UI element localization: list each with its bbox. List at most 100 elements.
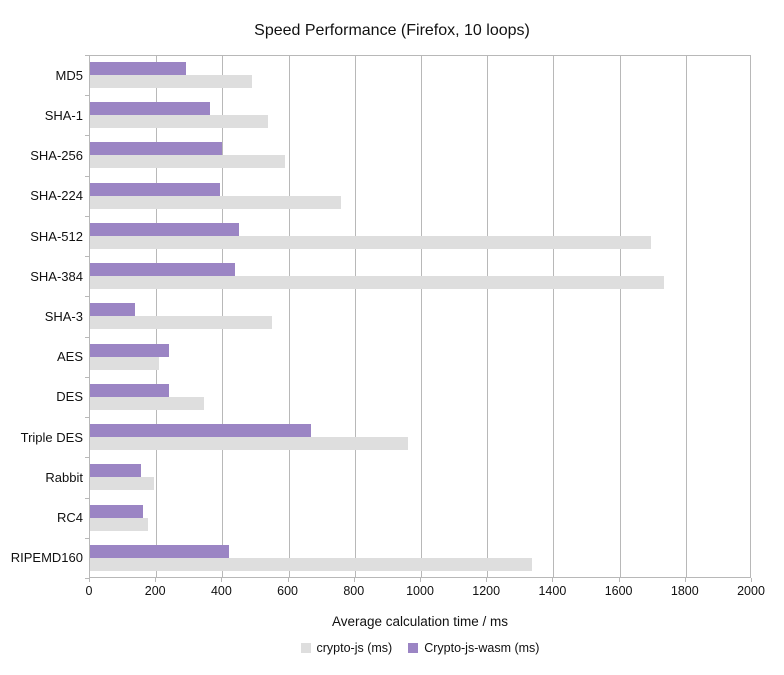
legend-label: Crypto-js-wasm (ms) [424, 641, 540, 655]
bar-DES-crypto-js (ms) [90, 396, 204, 410]
legend: crypto-js (ms) Crypto-js-wasm (ms) [89, 641, 751, 655]
bar-group-RC4 [90, 499, 750, 539]
x-axis-tick-1400 [552, 578, 554, 582]
y-axis-tick [85, 175, 89, 177]
x-axis-tick-0 [89, 578, 90, 582]
y-axis-tick [85, 336, 89, 338]
x-axis-tick-2000 [751, 578, 752, 582]
x-tick-label-800: 800 [343, 584, 365, 598]
legend-label: crypto-js (ms) [316, 641, 393, 655]
bar-AES-crypto-js (ms) [90, 356, 160, 370]
category-label-MD5: MD5 [55, 67, 83, 83]
bar-SHA-224-crypto-js (ms) [90, 195, 341, 209]
gridline-1200 [487, 56, 489, 577]
bar-SHA-256-Crypto-js-wasm (ms) [90, 142, 222, 156]
bar-Rabbit-Crypto-js-wasm (ms) [90, 464, 142, 478]
bar-MD5-crypto-js (ms) [90, 75, 252, 88]
category-label-DES: DES [56, 389, 83, 405]
bar-SHA-512-crypto-js (ms) [90, 235, 651, 249]
bar-SHA-1-Crypto-js-wasm (ms) [90, 102, 211, 116]
y-axis-tick [85, 537, 89, 539]
bar-group-SHA-384 [90, 257, 750, 297]
bar-group-SHA-1 [90, 96, 750, 136]
y-axis-tick [85, 376, 89, 378]
legend-item-crypto-js (ms): crypto-js (ms) [300, 641, 393, 655]
category-label-AES: AES [56, 349, 83, 365]
bar-RC4-crypto-js (ms) [90, 517, 148, 531]
x-axis-tick-400 [221, 578, 223, 582]
bar-RC4-Crypto-js-wasm (ms) [90, 504, 143, 518]
x-tick-label-1400: 1400 [538, 584, 567, 598]
legend-item-Crypto-js-wasm (ms): Crypto-js-wasm (ms) [408, 641, 539, 655]
gridline-1600 [619, 56, 621, 577]
x-axis-tick-1600 [618, 578, 620, 582]
x-tick-label-1200: 1200 [472, 584, 501, 598]
y-axis-tick [85, 55, 89, 56]
bar-group-Triple DES [90, 418, 750, 458]
bar-group-SHA-3 [90, 297, 750, 337]
x-tick-label-2000: 2000 [737, 584, 765, 598]
x-axis-tick-200 [155, 578, 157, 582]
x-tick-label-1800: 1800 [670, 584, 699, 598]
gridline-1400 [553, 56, 555, 577]
y-axis-tick [85, 256, 89, 258]
bar-SHA-3-Crypto-js-wasm (ms) [90, 303, 135, 317]
bar-group-RIPEMD160 [90, 539, 750, 579]
bar-SHA-384-crypto-js (ms) [90, 276, 665, 290]
bar-SHA-256-crypto-js (ms) [90, 155, 285, 169]
y-axis-tick [85, 578, 89, 579]
bar-SHA-512-Crypto-js-wasm (ms) [90, 222, 239, 236]
gridline-1800 [685, 56, 687, 577]
bar-SHA-224-Crypto-js-wasm (ms) [90, 182, 221, 196]
bar-group-AES [90, 338, 750, 378]
bar-group-SHA-256 [90, 136, 750, 176]
x-tick-label-1600: 1600 [604, 584, 633, 598]
x-axis-title: Average calculation time / ms [331, 614, 509, 629]
x-axis-tick-800 [353, 578, 355, 582]
category-label-SHA-384: SHA-384 [30, 268, 83, 284]
bar-SHA-3-crypto-js (ms) [90, 316, 272, 330]
y-axis-tick [85, 95, 89, 97]
chart-title: Speed Performance (Firefox, 10 loops) [254, 22, 530, 39]
bar-Triple DES-crypto-js (ms) [90, 437, 409, 451]
category-label-Rabbit: Rabbit [45, 469, 83, 485]
x-tick-label-200: 200 [144, 584, 166, 598]
legend-swatch-icon [408, 643, 419, 653]
bar-Rabbit-crypto-js (ms) [90, 477, 155, 491]
bar-group-SHA-512 [90, 217, 750, 257]
category-label-SHA-1: SHA-1 [44, 107, 83, 123]
bar-RIPEMD160-Crypto-js-wasm (ms) [90, 544, 229, 558]
x-axis-tick-600 [287, 578, 289, 582]
category-label-RC4: RC4 [56, 510, 83, 526]
category-label-RIPEMD160: RIPEMD160 [10, 550, 83, 566]
legend-swatch-icon [300, 643, 311, 653]
x-tick-label-0: 0 [85, 584, 93, 598]
bar-RIPEMD160-crypto-js (ms) [90, 557, 533, 571]
gridline-600 [288, 56, 290, 577]
category-label-SHA-256: SHA-256 [30, 148, 83, 164]
y-axis-tick [85, 457, 89, 459]
x-axis-tick-1000 [420, 578, 421, 582]
category-label-Triple DES: Triple DES [20, 429, 83, 445]
bar-group-MD5 [90, 56, 750, 96]
y-axis-tick [85, 135, 89, 137]
x-axis-tick-1800 [684, 578, 686, 582]
y-axis-tick [85, 417, 89, 419]
x-tick-label-600: 600 [277, 584, 299, 598]
category-label-SHA-3: SHA-3 [44, 309, 83, 324]
plot-area [89, 55, 751, 578]
x-tick-label-400: 400 [210, 584, 232, 598]
x-axis-tick-1200 [486, 578, 488, 582]
category-label-SHA-512: SHA-512 [30, 228, 83, 244]
bar-DES-Crypto-js-wasm (ms) [90, 383, 170, 397]
x-tick-label-1000: 1000 [406, 584, 434, 598]
y-axis-tick [85, 497, 89, 499]
bar-SHA-384-Crypto-js-wasm (ms) [90, 263, 236, 277]
bar-group-SHA-224 [90, 177, 750, 217]
bar-group-Rabbit [90, 458, 750, 498]
y-axis-tick [85, 215, 89, 217]
bar-Triple DES-Crypto-js-wasm (ms) [90, 424, 312, 438]
bar-MD5-Crypto-js-wasm (ms) [90, 62, 186, 75]
bar-group-DES [90, 378, 750, 418]
